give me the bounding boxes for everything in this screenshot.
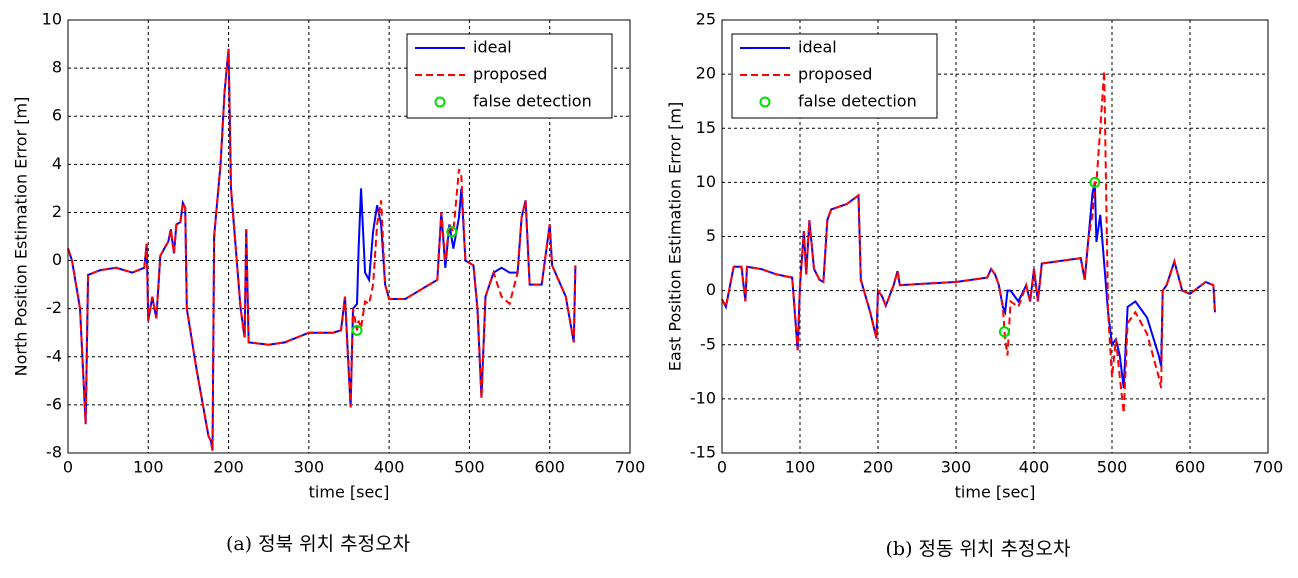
legend-label: proposed (798, 65, 872, 84)
false-detection-marker (998, 326, 1010, 338)
y-tick-label: -6 (46, 394, 62, 413)
series-line (67, 48, 577, 451)
y-tick-label: 20 (696, 64, 716, 83)
x-tick-label: 300 (941, 458, 972, 477)
legend-label: ideal (473, 38, 512, 57)
y-tick-label: 25 (696, 10, 716, 29)
y-tick-label: 6 (52, 106, 62, 125)
legend-marker (759, 96, 771, 108)
x-tick-label: 400 (374, 458, 405, 477)
y-tick-label: 10 (42, 10, 62, 29)
legend-label: proposed (473, 65, 547, 84)
legend-label: false detection (473, 92, 592, 111)
y-tick-label: -10 (690, 388, 716, 407)
y-axis-label: East Position Estimation Error [m] (666, 102, 685, 371)
x-tick-label: 200 (863, 458, 894, 477)
legend-marker (434, 96, 446, 108)
x-tick-label: 500 (454, 458, 485, 477)
legend-label: false detection (798, 92, 917, 111)
x-tick-label: 700 (615, 458, 646, 477)
y-tick-label: -5 (700, 334, 716, 353)
y-tick-label: -2 (46, 298, 62, 317)
false-detection-marker (446, 226, 458, 238)
caption: (a) 정북 위치 추정오차 (226, 533, 410, 555)
x-tick-label: 400 (1019, 458, 1050, 477)
x-tick-label: 0 (717, 458, 727, 477)
y-tick-label: 0 (52, 250, 62, 269)
x-axis-label: time [sec] (309, 483, 390, 502)
y-tick-label: 4 (52, 154, 62, 173)
x-tick-label: 300 (294, 458, 325, 477)
legend-label: ideal (798, 38, 837, 57)
series-line (721, 70, 1216, 414)
false-detection-marker (351, 324, 363, 336)
x-tick-label: 100 (133, 458, 164, 477)
x-tick-label: 500 (1097, 458, 1128, 477)
y-tick-label: 10 (696, 172, 716, 191)
y-tick-label: -8 (46, 443, 62, 462)
y-tick-label: -4 (46, 346, 62, 365)
caption: (b) 정동 위치 추정오차 (886, 538, 1071, 560)
y-tick-label: 5 (706, 226, 716, 245)
y-tick-label: 8 (52, 58, 62, 77)
y-tick-label: -15 (690, 443, 716, 462)
y-tick-label: 0 (706, 280, 716, 299)
y-tick-label: 2 (52, 202, 62, 221)
x-axis-label: time [sec] (955, 483, 1036, 502)
y-tick-label: 15 (696, 118, 716, 137)
x-tick-label: 600 (534, 458, 565, 477)
x-tick-label: 700 (1253, 458, 1284, 477)
x-tick-label: 100 (785, 458, 816, 477)
axes-box (67, 19, 631, 454)
x-tick-label: 0 (63, 458, 73, 477)
x-tick-label: 200 (213, 458, 244, 477)
x-tick-label: 600 (1175, 458, 1206, 477)
axes-box (721, 19, 1269, 454)
y-axis-label: North Position Estimation Error [m] (12, 97, 31, 377)
false-detection-marker (1089, 176, 1101, 188)
